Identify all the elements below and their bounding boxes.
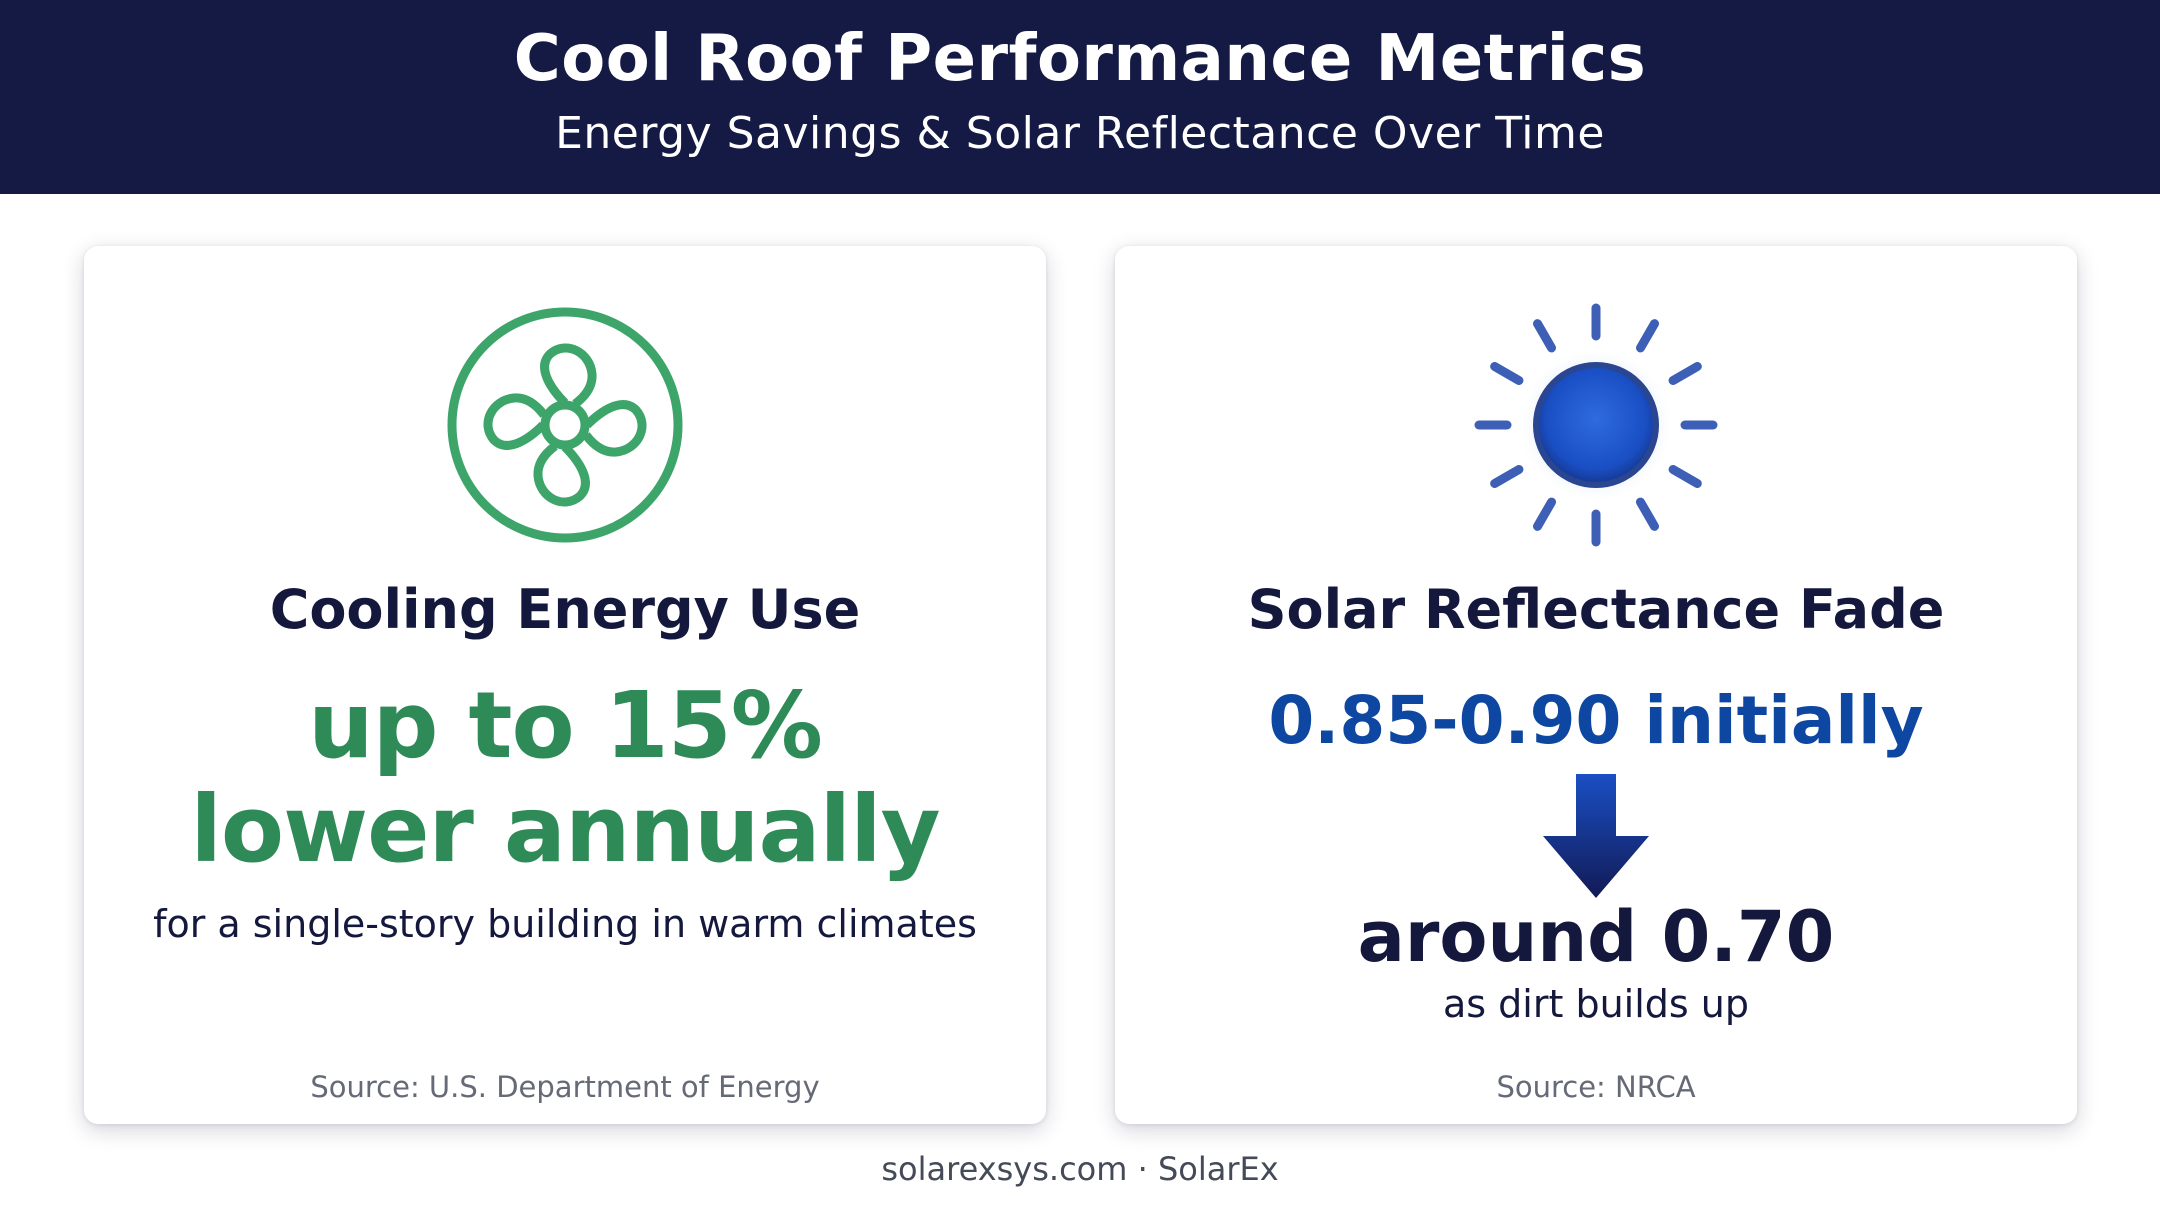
footer-credit: solarexsys.com · SolarEx [881, 1150, 1279, 1188]
cooling-energy-card: Cooling Energy Use up to 15% lower annua… [84, 246, 1046, 1124]
final-reflectance-value: around 0.70 [1357, 896, 1835, 978]
cooling-energy-source: Source: U.S. Department of Energy [310, 1070, 820, 1104]
solar-reflectance-caption: as dirt builds up [1443, 982, 1749, 1026]
headline-line-1: up to 15% [308, 672, 823, 779]
cooling-energy-heading: Cooling Energy Use [269, 578, 861, 641]
cooling-energy-headline: up to 15% lower annually [84, 674, 1046, 882]
page-title: Cool Roof Performance Metrics [513, 22, 1647, 96]
solar-reflectance-heading: Solar Reflectance Fade [1247, 578, 1945, 641]
headline-line-2: lower annually [190, 776, 940, 883]
cooling-energy-caption: for a single-story building in warm clim… [153, 902, 977, 946]
arrow-down-icon [1541, 774, 1651, 898]
sun-icon [1471, 300, 1721, 550]
solar-reflectance-card: Solar Reflectance Fade 0.85-0.90 initial… [1115, 246, 2077, 1124]
header-banner: Cool Roof Performance Metrics Energy Sav… [0, 0, 2160, 194]
initial-reflectance-value: 0.85-0.90 initially [1268, 682, 1924, 759]
fan-icon [440, 300, 690, 550]
solar-reflectance-source: Source: NRCA [1496, 1070, 1696, 1104]
page-subtitle: Energy Savings & Solar Reflectance Over … [555, 108, 1605, 159]
